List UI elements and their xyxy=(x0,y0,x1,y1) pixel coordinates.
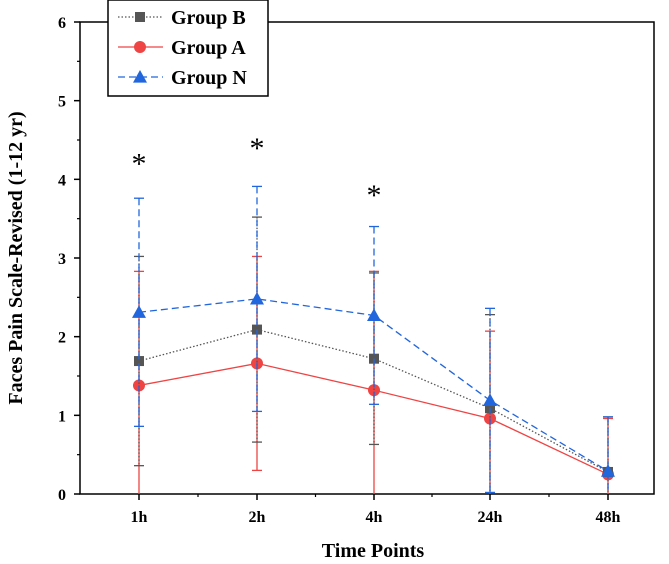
y-axis-title: Faces Pain Scale-Revised (1-12 yr) xyxy=(5,111,27,404)
y-tick-label: 4 xyxy=(58,172,66,189)
x-tick-label: 48h xyxy=(596,509,621,526)
y-tick-label: 3 xyxy=(58,251,66,268)
x-tick-label: 1h xyxy=(131,509,148,526)
legend-marker xyxy=(135,12,145,22)
series-layer xyxy=(132,185,615,494)
legend-marker xyxy=(134,41,146,53)
x-tick-label: 2h xyxy=(249,509,266,526)
significance-marker: * xyxy=(250,132,265,165)
x-tick-label: 24h xyxy=(478,509,503,526)
data-point xyxy=(250,291,264,305)
legend-label: Group B xyxy=(171,7,246,29)
y-tick-label: 2 xyxy=(58,330,66,347)
data-point xyxy=(483,393,497,406)
series-group-n xyxy=(132,185,615,494)
y-tick-label: 6 xyxy=(58,15,66,32)
annotation-layer: * * * xyxy=(132,132,382,212)
significance-marker: * xyxy=(367,179,382,212)
axes: 0 1 2 3 4 5 6 1h 2h 4h 24h 48h xyxy=(58,15,655,526)
data-point xyxy=(367,308,381,322)
legend-marker xyxy=(133,70,147,83)
legend-label: Group A xyxy=(171,37,246,59)
significance-marker: * xyxy=(132,148,147,181)
legend-label: Group N xyxy=(171,67,247,89)
x-axis-title: Time Points xyxy=(322,540,425,562)
data-point xyxy=(368,384,380,397)
y-tick-label: 0 xyxy=(58,487,66,504)
data-point xyxy=(601,464,615,477)
legend: Group B Group A Group N xyxy=(107,0,269,97)
y-tick-label: 5 xyxy=(58,94,66,111)
data-point xyxy=(132,305,146,318)
y-tick-label: 1 xyxy=(58,408,66,425)
x-tick-label: 4h xyxy=(366,509,383,526)
data-point xyxy=(134,356,144,367)
